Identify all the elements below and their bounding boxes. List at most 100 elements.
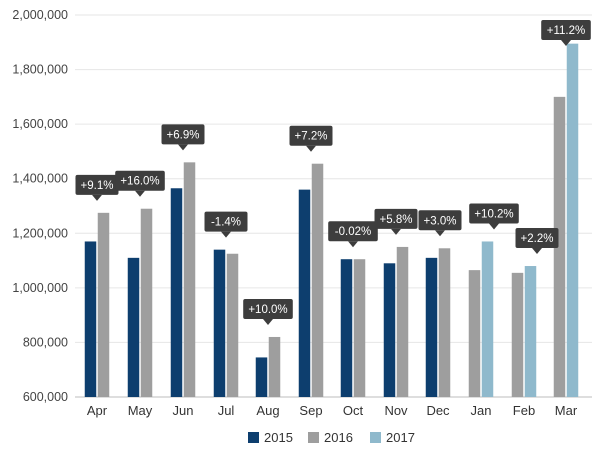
x-category-label: Dec	[426, 403, 450, 418]
annotation-callout: +9.1%	[75, 174, 119, 201]
annotation-callout: +6.9%	[161, 124, 205, 151]
bar-jan-2016	[468, 270, 481, 397]
bar-apr-2015	[84, 241, 97, 397]
annotation-pointer	[561, 40, 571, 46]
legend-swatch	[308, 432, 319, 443]
annotation-pointer	[135, 190, 145, 197]
annotation-label: +3.0%	[424, 215, 457, 227]
annotation-box	[418, 210, 462, 231]
bar-feb-2017	[524, 266, 537, 397]
legend: 2015 2016 2017	[248, 430, 415, 445]
legend-label: 2017	[386, 430, 415, 445]
legend-swatch	[248, 432, 259, 443]
x-category-label: Nov	[384, 403, 408, 418]
bar-jul-2016	[226, 253, 239, 397]
annotation-pointer	[435, 230, 445, 237]
annotation-callout: +16.0%	[115, 170, 165, 197]
annotation-pointer	[348, 241, 358, 248]
bar-aug-2016	[268, 336, 281, 397]
legend-swatch	[370, 432, 381, 443]
annotation-label: +7.2%	[295, 131, 328, 143]
x-category-label: Sep	[299, 403, 322, 418]
annotation-box	[243, 298, 293, 319]
bar-nov-2015	[383, 263, 396, 397]
bar-sep-2015	[298, 189, 311, 397]
x-category-label: Apr	[87, 403, 108, 418]
y-tick-label: 800,000	[23, 335, 68, 349]
bar-dec-2015	[425, 257, 438, 397]
change-annotations: +9.1% +16.0% +6.9% -1.4% +10.0% +7.2% -0.02% +5…	[75, 20, 591, 325]
bar-oct-2016	[353, 259, 366, 397]
bar-aug-2015	[255, 357, 268, 397]
y-tick-label: 1,200,000	[12, 226, 68, 240]
bar-jan-2017	[481, 241, 494, 397]
bar-sep-2016	[311, 163, 324, 397]
annotation-box	[541, 20, 591, 40]
annotation-label: +16.0%	[120, 176, 159, 188]
bar-may-2015	[127, 257, 140, 397]
annotation-box	[515, 228, 559, 249]
bars	[84, 43, 579, 398]
x-category-label: Feb	[513, 403, 535, 418]
annotation-pointer	[92, 194, 102, 201]
annotation-pointer	[391, 228, 401, 235]
annotation-callout: +10.2%	[469, 203, 519, 230]
bar-dec-2016	[438, 248, 451, 397]
annotation-pointer	[306, 145, 316, 152]
annotation-pointer	[263, 318, 273, 325]
annotation-callout: -0.02%	[328, 221, 378, 248]
annotation-callout: +5.8%	[374, 208, 418, 235]
annotation-pointer	[221, 231, 231, 238]
y-tick-label: 2,000,000	[12, 8, 68, 22]
x-category-label: Mar	[555, 403, 578, 418]
x-category-label: Jul	[218, 403, 235, 418]
annotation-label: +9.1%	[81, 180, 114, 192]
annotation-pointer	[532, 248, 542, 255]
annotation-box	[374, 208, 418, 229]
annotation-box	[328, 221, 378, 242]
bar-apr-2016	[97, 212, 110, 397]
bar-may-2016	[140, 208, 153, 397]
x-category-label: May	[128, 403, 153, 418]
bar-jul-2015	[213, 249, 226, 397]
bar-jun-2016	[183, 162, 196, 397]
annotation-box	[75, 174, 119, 195]
annotation-box	[204, 211, 248, 232]
legend-item-2015: 2015	[248, 430, 293, 445]
annotation-label: -1.4%	[211, 217, 241, 229]
x-category-label: Jun	[173, 403, 194, 418]
annotation-pointer	[489, 223, 499, 230]
annotation-label: +5.8%	[380, 214, 413, 226]
bar-mar-2017	[566, 43, 579, 398]
x-category-label: Oct	[343, 403, 364, 418]
y-tick-label: 1,600,000	[12, 117, 68, 131]
x-category-label: Jan	[471, 403, 492, 418]
annotation-callout: +3.0%	[418, 210, 462, 237]
annotation-box	[115, 170, 165, 191]
annotation-callout: +2.2%	[515, 228, 559, 255]
annotation-box	[469, 203, 519, 224]
annotation-label: +11.2%	[547, 25, 585, 37]
annotation-label: +2.2%	[521, 233, 554, 245]
bar-jun-2015	[170, 188, 183, 397]
annotation-callout: -1.4%	[204, 211, 248, 238]
annotation-label: +6.9%	[167, 129, 200, 141]
annotation-box	[161, 124, 205, 145]
annotation-label: -0.02%	[335, 226, 371, 238]
y-tick-label: 1,400,000	[12, 172, 68, 186]
legend-label: 2015	[264, 430, 293, 445]
y-tick-label: 1,000,000	[12, 281, 68, 295]
legend-item-2017: 2017	[370, 430, 415, 445]
annotation-box	[289, 125, 333, 146]
annotation-label: +10.2%	[474, 208, 513, 220]
bar-oct-2015	[340, 259, 353, 397]
annotation-callout: +11.2%	[541, 20, 591, 46]
legend-label: 2016	[324, 430, 353, 445]
bar-nov-2016	[396, 246, 409, 397]
y-tick-label: 600,000	[23, 390, 68, 404]
x-category-label: Aug	[256, 403, 279, 418]
annotation-callout: +7.2%	[289, 125, 333, 152]
legend-item-2016: 2016	[308, 430, 353, 445]
annotation-pointer	[178, 144, 188, 151]
